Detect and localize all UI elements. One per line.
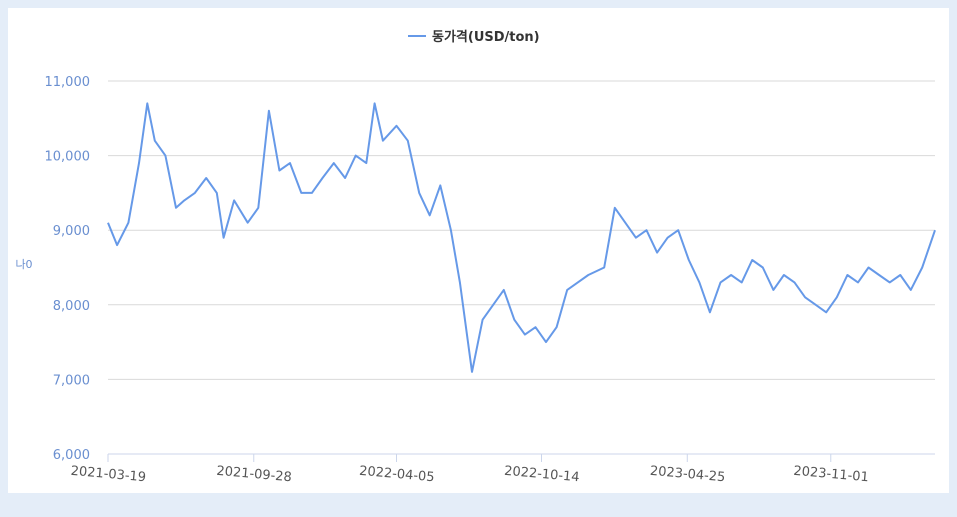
y-tick-label: 6,000 bbox=[53, 448, 90, 463]
legend-label: 동가격(USD/ton) bbox=[432, 30, 540, 45]
x-tick-label: 2022-10-14 bbox=[504, 464, 581, 486]
x-tick-label: 2021-09-28 bbox=[216, 464, 293, 486]
x-tick-label: 2023-04-25 bbox=[649, 464, 726, 486]
y-tick-label: 10,000 bbox=[45, 150, 91, 165]
chart: 나0 6,000 7,000 8,000 9,000 10,000 11,000 2021-… bbox=[8, 8, 949, 493]
x-tick-label: 2021-03-19 bbox=[70, 464, 147, 486]
y-tick-label: 11,000 bbox=[45, 75, 91, 90]
x-tick-label: 2022-04-05 bbox=[359, 464, 436, 486]
y-tick-label: 7,000 bbox=[53, 373, 90, 388]
x-tick-label: 2023-11-01 bbox=[793, 464, 870, 486]
y-tick-label: 9,000 bbox=[53, 224, 90, 239]
y-axis-label: 나0 bbox=[15, 258, 32, 271]
y-tick-label: 8,000 bbox=[53, 299, 90, 314]
price-line bbox=[107, 102, 936, 373]
